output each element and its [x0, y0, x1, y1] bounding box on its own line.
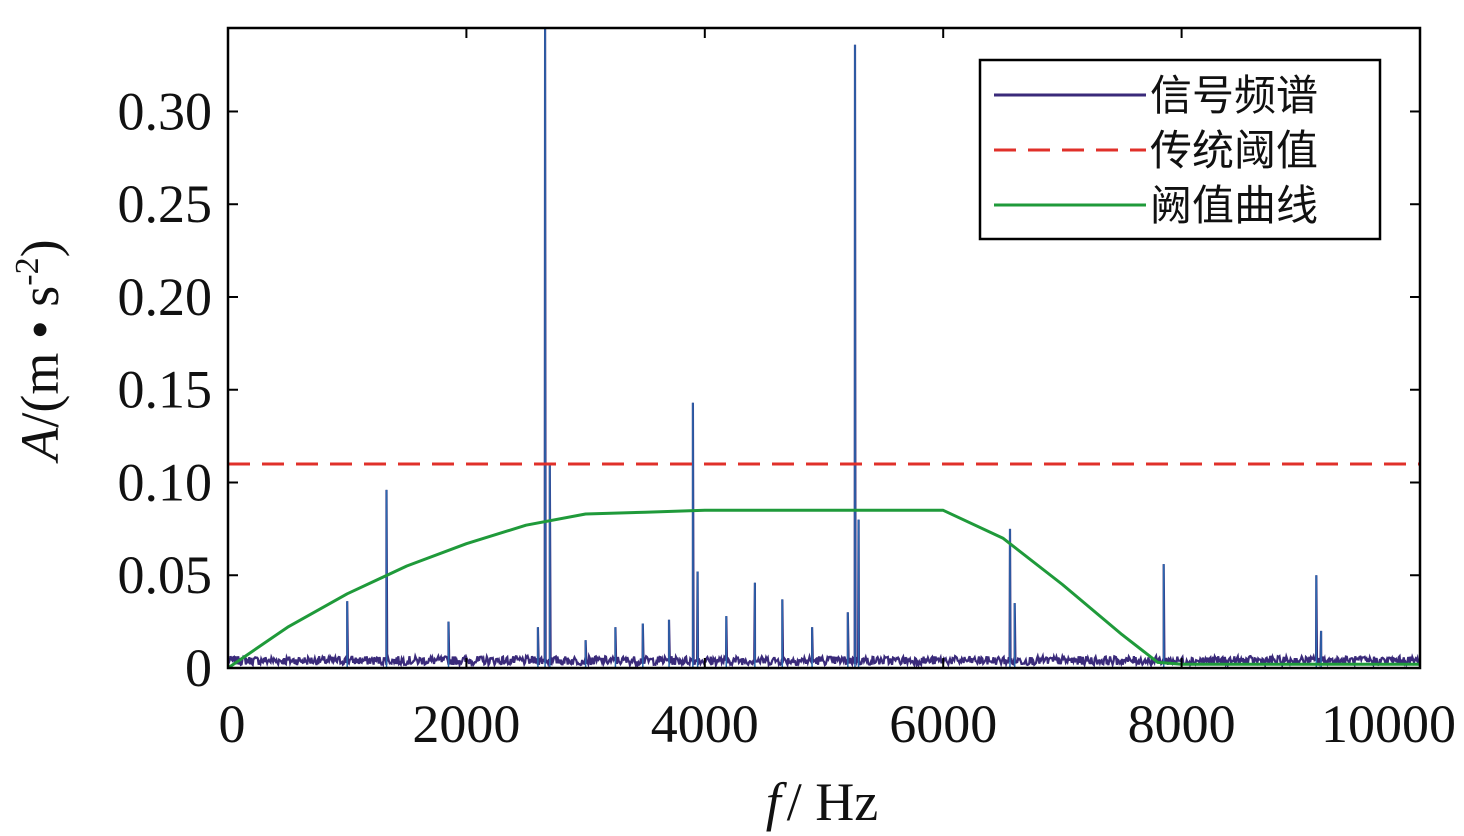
y-tick-label: 0.05 — [118, 545, 213, 605]
x-axis-unit: / Hz — [787, 772, 878, 832]
y-axis-variable: A — [10, 427, 70, 464]
legend-label-signal: 信号频谱 — [1150, 71, 1318, 120]
legend-label-traditional-threshold: 传统阈值 — [1150, 126, 1318, 175]
y-axis-unit-pre: /(m • s — [10, 286, 70, 428]
y-axis-ticks: 0 0.05 0.10 0.15 0.20 0.25 0.30 — [118, 81, 1420, 698]
y-tick-label: 0.30 — [118, 81, 213, 141]
x-tick-label: 6000 — [889, 694, 997, 754]
x-tick-label: 8000 — [1128, 694, 1236, 754]
x-tick-label: 2000 — [412, 694, 520, 754]
legend: 信号频谱 传统阈值 阙值曲线 — [978, 58, 1382, 241]
y-axis-unit-exponent: -2 — [9, 257, 46, 285]
y-tick-label: 0.25 — [118, 174, 213, 234]
x-axis-ticks: 0 2000 4000 6000 8000 10000 — [219, 28, 1456, 754]
y-tick-label: 0.10 — [118, 452, 213, 512]
x-tick-label: 10000 — [1321, 694, 1456, 754]
y-tick-label: 0.15 — [118, 360, 213, 420]
x-tick-label: 4000 — [651, 694, 759, 754]
legend-label-threshold-curve: 阙值曲线 — [1150, 181, 1318, 230]
y-tick-label: 0.20 — [118, 267, 213, 327]
plot-area — [226, 27, 1421, 670]
series-signal-spectrum — [226, 27, 1421, 670]
series-threshold-curve — [227, 508, 1420, 670]
y-axis-title: A/(m • s-2) — [9, 239, 70, 463]
y-axis-unit-post: ) — [10, 239, 70, 257]
axes-frame — [226, 26, 1422, 670]
y-tick-label: 0 — [185, 638, 212, 698]
x-tick-label: 0 — [219, 694, 246, 754]
